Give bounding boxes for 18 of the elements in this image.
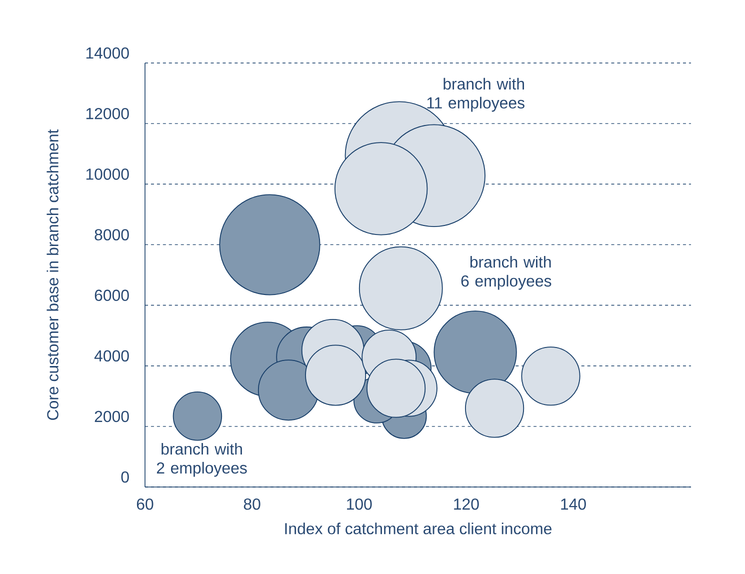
x-tick-label: 60 (136, 498, 154, 510)
y-tick-label: 12000 (86, 108, 129, 120)
x-tick-label: 120 (454, 498, 479, 510)
y-tick-label: 4000 (94, 350, 129, 362)
y-tick-label: 2000 (94, 410, 129, 422)
annotation: branch with 6 employees (461, 256, 552, 290)
y-tick-label: 10000 (86, 168, 129, 180)
y-axis-title: Core customer base in branch catchment (46, 129, 58, 420)
annotation: branch with 2 employees (156, 442, 247, 477)
x-axis-title: Index of catchment area client income (285, 522, 552, 534)
y-tick-label: 6000 (94, 290, 129, 301)
x-tick-label: 140 (561, 498, 586, 510)
x-tick-label: 80 (244, 498, 260, 510)
y-tick-label: 8000 (94, 229, 129, 240)
annotation: branch with 11 employees (427, 78, 524, 112)
y-tick-label: 0 (121, 471, 129, 483)
y-tick-label: 14000 (86, 47, 129, 59)
x-tick-label: 100 (347, 498, 372, 510)
